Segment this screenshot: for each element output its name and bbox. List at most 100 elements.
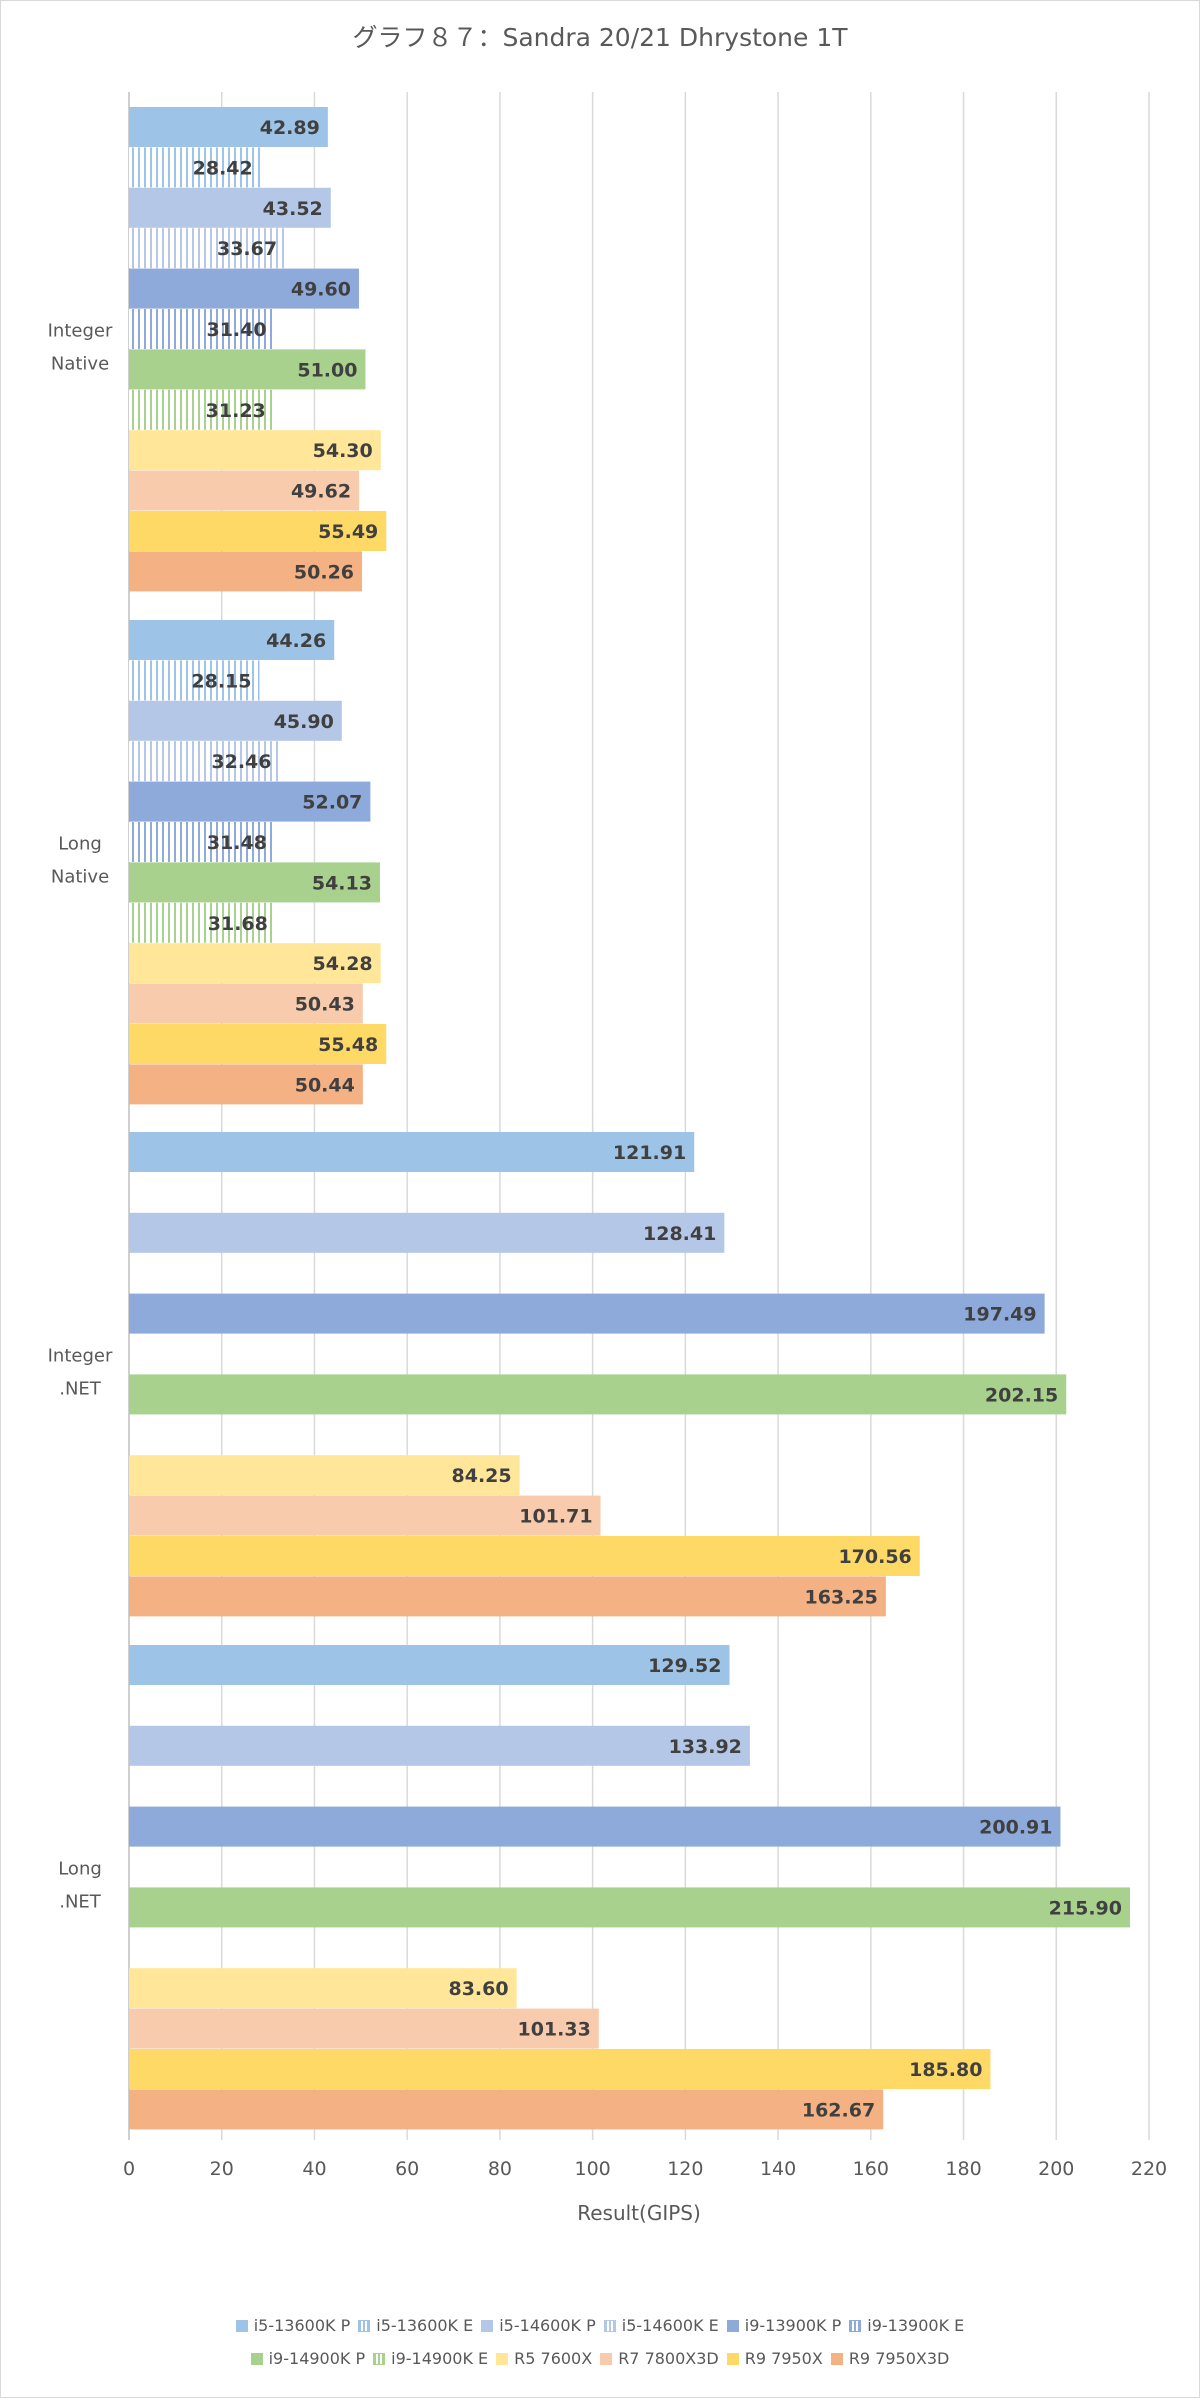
bar (129, 1024, 387, 1064)
data-label: 200.91 (979, 1817, 1052, 1839)
data-label: 54.28 (313, 953, 373, 975)
legend-item: i5-13600K E (358, 2316, 473, 2335)
x-tick-label: 0 (123, 2158, 135, 2180)
data-label: 51.00 (297, 359, 357, 381)
bar (129, 1645, 730, 1685)
legend-item: R7 7800X3D (600, 2349, 719, 2368)
bar (129, 943, 381, 984)
category-label: Integer (48, 321, 113, 342)
data-label: 33.67 (217, 238, 277, 260)
bar (129, 2008, 599, 2049)
bar (129, 1806, 1061, 1847)
bar (129, 147, 261, 188)
legend-label: i5-13600K P (253, 2316, 351, 2335)
data-label: 43.52 (263, 198, 323, 220)
bar (129, 309, 275, 349)
legend-label: R5 7600X (514, 2349, 593, 2368)
legend-item: i5-14600K E (603, 2316, 719, 2335)
x-tick-label: 80 (488, 2158, 512, 2180)
bar (129, 620, 335, 660)
bar (129, 470, 360, 511)
legend-item: R9 7950X3D (830, 2349, 950, 2368)
bar (129, 1212, 725, 1253)
x-tick-label: 160 (853, 2158, 889, 2180)
legend-item: i9-13900K E (849, 2316, 964, 2335)
bar (129, 660, 260, 701)
legend-label: i5-14600K P (499, 2316, 596, 2335)
legend-label: R9 7950X (744, 2349, 823, 2368)
data-label: 44.26 (266, 630, 326, 652)
bar (129, 822, 275, 862)
bar (129, 1968, 517, 2009)
bar (129, 430, 381, 471)
legend-label: R9 7950X3D (848, 2349, 950, 2368)
legend-swatch (603, 2319, 616, 2332)
bar (129, 902, 276, 943)
bar (129, 1064, 363, 1105)
x-tick-label: 200 (1038, 2158, 1074, 2180)
bar (129, 2049, 991, 2089)
bar (129, 862, 380, 903)
bar (129, 551, 363, 592)
legend-swatch (496, 2352, 509, 2365)
data-label: 52.07 (302, 792, 362, 814)
legend-label: i9-13900K E (867, 2316, 965, 2335)
data-label: 49.60 (291, 279, 351, 301)
data-label: 121.91 (613, 1142, 686, 1164)
data-label: 163.25 (805, 1586, 878, 1608)
x-tick-label: 100 (575, 2158, 611, 2180)
legend-label: i5-13600K E (376, 2316, 474, 2335)
bar (129, 1495, 601, 1536)
category-label: Long (58, 1859, 102, 1880)
legend-swatch (250, 2352, 263, 2365)
bar (129, 1374, 1067, 1415)
x-tick-label: 220 (1131, 2158, 1167, 2180)
bar (129, 1725, 750, 1766)
data-label: 170.56 (838, 1546, 911, 1568)
legend-swatch (481, 2319, 494, 2332)
x-axis-title: Result(GIPS) (577, 2201, 701, 2225)
data-label: 54.13 (312, 872, 372, 894)
data-label: 28.42 (193, 157, 253, 179)
data-label: 215.90 (1049, 1897, 1122, 1919)
bar (129, 781, 371, 822)
data-label: 55.48 (318, 1034, 378, 1056)
bar (129, 1576, 886, 1617)
data-label: 101.33 (517, 2019, 590, 2041)
data-label: 202.15 (985, 1384, 1058, 1406)
data-label: 31.40 (206, 319, 266, 341)
legend-item: i9-13900K P (726, 2316, 842, 2335)
data-label: 54.30 (313, 440, 373, 462)
bar (129, 228, 286, 269)
bar (129, 349, 366, 390)
data-label: 55.49 (318, 521, 378, 543)
data-label: 31.23 (206, 400, 266, 422)
legend: i5-13600K P i5-13600K E i5-14600K P i5-1460… (0, 2316, 1200, 2382)
x-tick-label: 180 (945, 2158, 981, 2180)
bar (129, 1132, 695, 1172)
bar (129, 187, 331, 228)
bar (129, 1293, 1045, 1334)
data-label: 50.44 (295, 1074, 355, 1096)
data-label: 42.89 (260, 117, 320, 139)
x-tick-label: 20 (210, 2158, 234, 2180)
data-label: 28.15 (191, 670, 251, 692)
data-label: 49.62 (291, 481, 351, 503)
bar (129, 700, 342, 741)
legend-item: R9 7950X (726, 2349, 823, 2368)
legend-swatch (726, 2352, 739, 2365)
legend-swatch (235, 2319, 248, 2332)
category-label: Native (51, 867, 109, 888)
data-label: 50.26 (294, 561, 354, 583)
legend-item: R5 7600X (496, 2349, 592, 2368)
bar (129, 2089, 884, 2130)
data-label: 133.92 (669, 1736, 742, 1758)
legend-label: i9-13900K P (744, 2316, 842, 2335)
bar (129, 1887, 1130, 1928)
legend-label: i9-14900K E (391, 2349, 489, 2368)
data-label: 197.49 (963, 1304, 1036, 1326)
data-label: 162.67 (802, 2099, 875, 2121)
legend-swatch (358, 2319, 371, 2332)
x-tick-label: 120 (667, 2158, 703, 2180)
